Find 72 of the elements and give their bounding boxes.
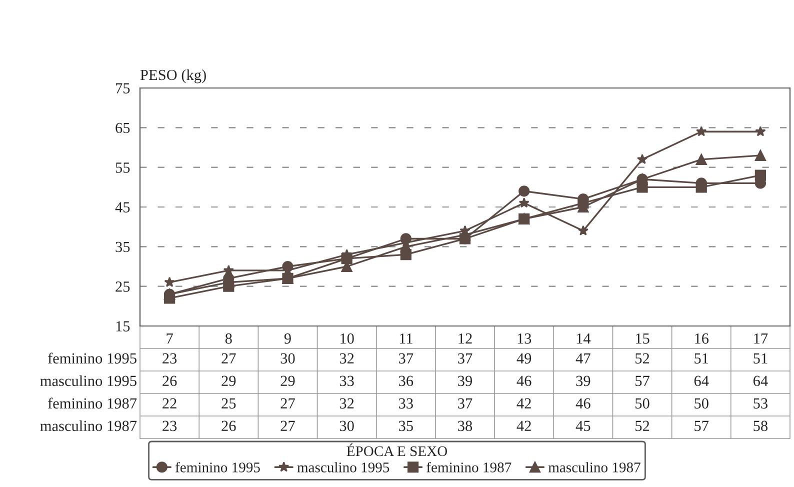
data-label: 30 [340, 420, 354, 432]
x-tick-label: 10 [340, 333, 354, 344]
data-label: 52 [636, 420, 650, 432]
data-label: 36 [399, 376, 414, 386]
data-label: 38 [458, 420, 472, 432]
data-label: 29 [280, 376, 295, 386]
data-label: 23 [162, 420, 177, 432]
y-tick-label: 25 [116, 282, 130, 292]
data-label: 27 [280, 420, 295, 431]
data-label: 64 [694, 376, 709, 386]
data-label: 23 [162, 353, 177, 364]
data-label: 30 [280, 353, 295, 364]
data-label: 27 [222, 353, 236, 364]
data-label: 32 [340, 398, 354, 409]
x-tick-label: 11 [400, 333, 412, 344]
x-tick-label: 7 [166, 334, 173, 344]
y-tick-label: 75 [116, 83, 130, 94]
y-tick-label: 55 [116, 162, 130, 173]
x-tick-label: 12 [458, 333, 472, 344]
data-label: 42 [516, 398, 531, 408]
data-label: 51 [754, 353, 768, 364]
legend-title: ÉPOCA E SEXO [346, 444, 448, 456]
data-label: 47 [576, 353, 590, 364]
data-label: 37 [458, 353, 472, 364]
data-label: 26 [162, 376, 177, 386]
data-label: 52 [636, 353, 650, 364]
data-label: 51 [694, 353, 708, 364]
y-tick-label: 35 [116, 242, 130, 252]
y-axis-title: PESO (kg) [140, 69, 206, 84]
data-label: 46 [576, 398, 590, 409]
x-tick-label: 15 [636, 333, 650, 344]
legend-label: masculino 1987 [548, 462, 640, 472]
data-label: 32 [340, 353, 354, 364]
text: masculino 1987 [40, 420, 137, 432]
data-label: 37 [399, 353, 414, 364]
x-tick-label: 14 [576, 333, 591, 344]
data-label: 39 [458, 376, 472, 386]
y-tick-label: 65 [116, 122, 130, 134]
legend-label: masculino 1995 [297, 462, 390, 472]
data-label: 35 [399, 420, 413, 432]
data-label: 39 [576, 376, 590, 386]
data-label: 42 [516, 420, 531, 431]
data-label: 58 [754, 420, 768, 432]
x-tick-label: 9 [284, 333, 291, 344]
data-label: 46 [516, 376, 532, 386]
data-label: 57 [694, 420, 709, 432]
data-label: 50 [694, 398, 708, 409]
data-label: 26 [222, 420, 236, 432]
data-label: 33 [340, 376, 354, 386]
y-tick-label: 15 [116, 321, 130, 332]
data-label: 49 [516, 353, 532, 364]
data-label: 25 [222, 398, 236, 409]
text: feminino 1987 [48, 398, 137, 409]
legend-label: feminino 1995 [175, 462, 260, 472]
data-label: 57 [636, 376, 650, 386]
data-label: 22 [162, 398, 176, 408]
data-label: 45 [576, 420, 590, 432]
data-label: 53 [754, 398, 768, 409]
x-tick-label: 17 [754, 333, 768, 344]
legend-label: feminino 1987 [426, 462, 512, 472]
data-label: 29 [222, 376, 236, 386]
text: feminino 1995 [48, 352, 136, 364]
x-tick-label: 16 [695, 333, 709, 344]
text: masculino 1995 [40, 375, 136, 386]
data-label: 37 [458, 398, 472, 409]
y-tick-label: 45 [115, 202, 130, 212]
data-label: 33 [399, 398, 413, 409]
x-tick-label: 13 [518, 333, 532, 344]
data-label: 50 [636, 398, 650, 409]
x-tick-label: 8 [225, 333, 232, 344]
data-label: 27 [280, 398, 295, 408]
data-label: 64 [753, 376, 768, 386]
